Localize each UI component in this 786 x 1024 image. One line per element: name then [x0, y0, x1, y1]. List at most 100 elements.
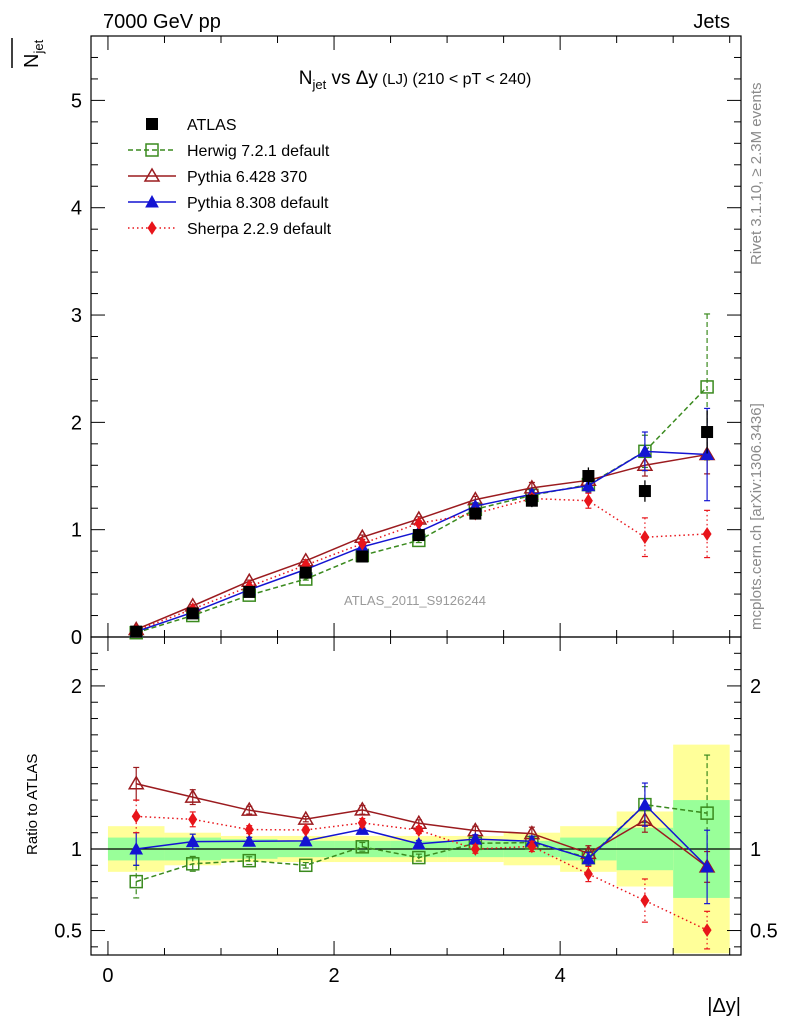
- marker-filled-triangle: [638, 444, 652, 457]
- marker-open-triangle: [240, 801, 258, 816]
- marker-filled-diamond: [244, 822, 254, 837]
- marker-filled-diamond: [357, 536, 367, 551]
- marker-open-square: [355, 840, 370, 854]
- y-axis-label-main: Njet: [21, 39, 46, 68]
- marker-filled-diamond: [301, 823, 311, 837]
- marker-filled-triangle: [700, 447, 714, 461]
- legend-entry: Pythia 6.428 370: [128, 167, 307, 186]
- marker-filled-diamond: [188, 812, 198, 827]
- legend: ATLAS Herwig 7.2.1 default Pythia 6.428 37…: [128, 117, 332, 238]
- marker-filled-diamond: [640, 893, 650, 908]
- y-tick-label-main: 3: [71, 305, 82, 327]
- marker-filled-triangle: [185, 834, 200, 848]
- legend-label: Herwig 7.2.1 default: [187, 143, 330, 160]
- marker-open-triangle: [143, 167, 161, 182]
- legend-label: ATLAS: [187, 117, 237, 134]
- marker-open-square: [412, 850, 426, 865]
- axis-ticks: 0 2 4 0 1 2 3 4 5 0.5 0.5 1 1 2 2: [54, 35, 778, 987]
- marker-filled-diamond: [583, 867, 593, 881]
- marker-filled-triangle: [581, 851, 596, 865]
- marker-filled-square: [146, 118, 158, 130]
- marker-filled-square: [525, 494, 538, 507]
- y-tick-label-main: 1: [71, 520, 82, 542]
- chart-title: Njet vs Δy (LJ) (210 < pT < 240): [299, 68, 532, 92]
- marker-filled-square: [356, 550, 369, 563]
- marker-filled-square: [186, 607, 199, 620]
- marker-filled-triangle: [145, 194, 159, 208]
- marker-filled-square: [299, 566, 312, 579]
- marker-open-square: [242, 853, 257, 868]
- legend-entry: Herwig 7.2.1 default: [128, 143, 330, 160]
- marker-filled-diamond: [131, 809, 141, 824]
- marker-filled-square: [701, 426, 714, 439]
- y-tick-label-ratio-right: 0.5: [750, 921, 778, 943]
- marker-open-square: [185, 857, 200, 871]
- y-tick-label-main: 5: [71, 90, 82, 112]
- side-mcplots: mcplots.cern.ch [arXiv:1306.3436]: [748, 403, 765, 630]
- marker-filled-diamond: [527, 839, 537, 854]
- marker-open-square: [700, 806, 714, 820]
- marker-filled-diamond: [583, 493, 593, 508]
- x-tick-label: 2: [328, 965, 339, 987]
- marker-filled-triangle: [129, 841, 144, 855]
- marker-filled-diamond: [414, 823, 424, 838]
- series-layer: [127, 313, 716, 950]
- series-atlas-data: [130, 410, 714, 638]
- y-tick-label-main: 0: [71, 627, 82, 649]
- marker-open-square: [145, 143, 159, 157]
- marker-filled-square: [130, 625, 143, 638]
- x-axis-label: |Δy|: [707, 995, 741, 1017]
- y-tick-label-ratio: 0.5: [54, 921, 82, 943]
- title-small: (LJ): [378, 71, 408, 88]
- marker-filled-square: [638, 485, 651, 498]
- y-axis-label-ratio: Ratio to ATLAS: [24, 754, 41, 855]
- y-tick-label-ratio-right: 2: [750, 676, 761, 698]
- legend-label: Pythia 6.428 370: [187, 169, 307, 186]
- y-tick-label-ratio: 1: [71, 839, 82, 861]
- marker-filled-square: [412, 529, 425, 542]
- marker-filled-square: [582, 470, 595, 483]
- marker-open-square: [299, 858, 313, 873]
- legend-entry: Sherpa 2.2.9 default: [128, 221, 332, 238]
- marker-filled-diamond: [702, 923, 712, 938]
- watermark: ATLAS_2011_S9126244: [344, 593, 486, 608]
- legend-label: Pythia 8.308 default: [187, 195, 329, 212]
- marker-filled-diamond: [702, 527, 712, 541]
- title-sub: jet: [311, 77, 326, 92]
- legend-label: Sherpa 2.2.9 default: [187, 221, 332, 238]
- legend-entry: Pythia 8.308 default: [128, 194, 329, 212]
- y-tick-label-main: 4: [71, 198, 82, 220]
- marker-filled-diamond: [470, 842, 480, 856]
- marker-filled-triangle: [638, 797, 652, 811]
- marker-filled-square: [243, 585, 256, 598]
- marker-open-triangle: [353, 801, 371, 816]
- marker-open-square: [129, 874, 143, 889]
- marker-filled-diamond: [357, 815, 367, 830]
- x-tick-label: 0: [102, 965, 113, 987]
- title-range: (210 < pT < 240): [408, 71, 531, 88]
- series-3: [131, 491, 712, 950]
- marker-open-triangle: [127, 775, 145, 790]
- marker-filled-triangle: [242, 834, 257, 847]
- title-vs: vs Δy: [326, 68, 378, 89]
- header-left: 7000 GeV pp: [103, 11, 221, 33]
- side-rivet: Rivet 3.1.10, ≥ 2.3M events: [748, 83, 765, 266]
- x-tick-label: 4: [555, 965, 566, 987]
- marker-filled-diamond: [147, 221, 157, 235]
- ratio-frame: [90, 636, 742, 956]
- marker-filled-square: [469, 507, 482, 520]
- marker-filled-triangle: [700, 859, 714, 873]
- ylabel-sub: jet: [31, 39, 46, 54]
- marker-filled-diamond: [640, 530, 650, 545]
- legend-entry: ATLAS: [146, 117, 237, 134]
- y-tick-label-ratio: 2: [71, 676, 82, 698]
- ylabel-main: N: [21, 54, 43, 68]
- header-right: Jets: [693, 11, 730, 33]
- y-tick-label-ratio-right: 1: [750, 839, 761, 861]
- svg-text:Njet: Njet: [21, 39, 46, 68]
- marker-filled-triangle: [411, 836, 426, 850]
- title-main: N: [299, 68, 313, 89]
- y-tick-label-main: 2: [71, 412, 82, 434]
- marker-open-square: [700, 380, 714, 394]
